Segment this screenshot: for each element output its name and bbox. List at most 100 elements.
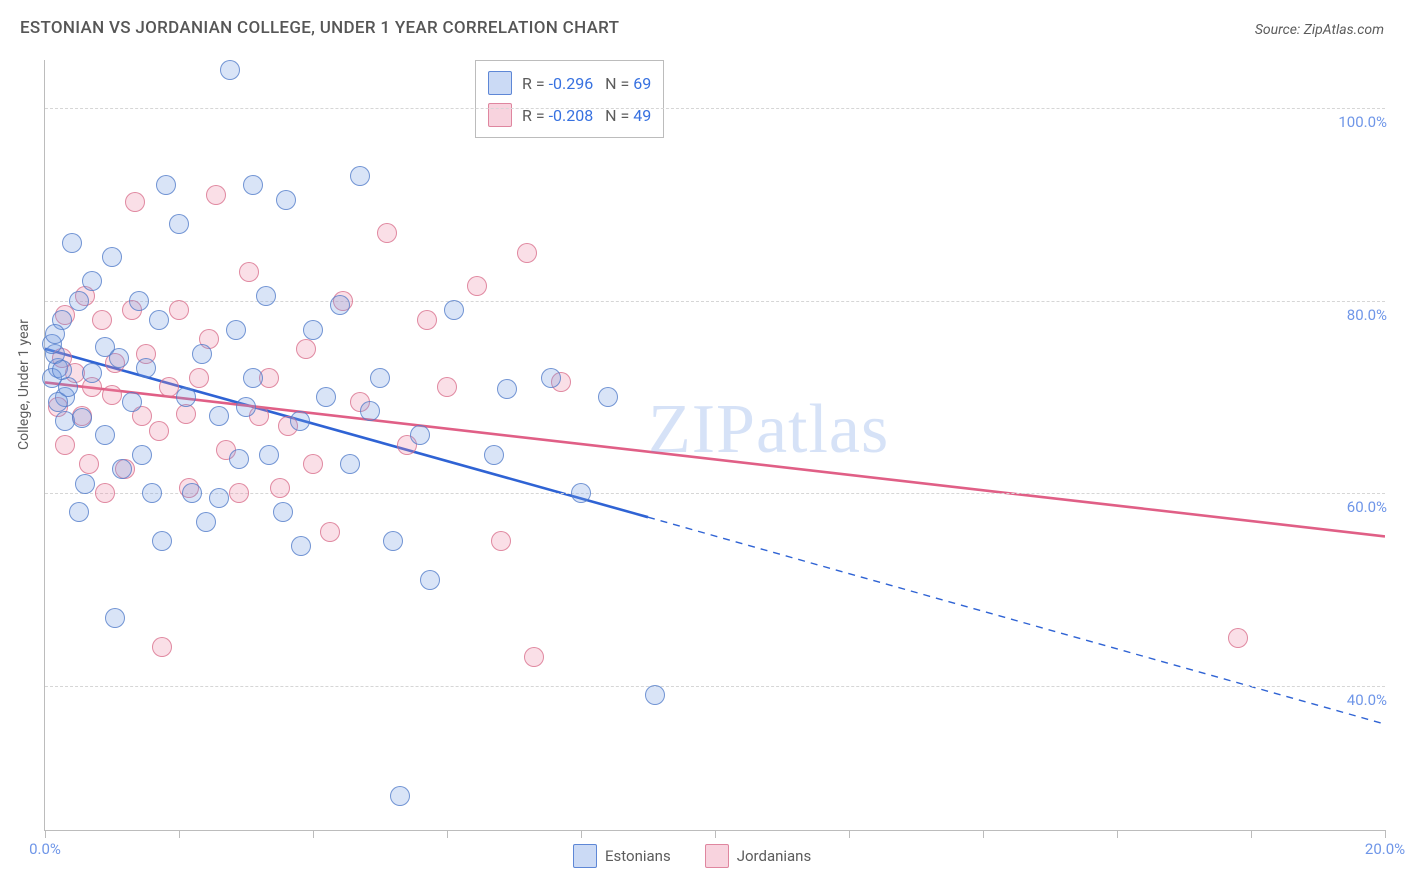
data-point: [129, 291, 149, 311]
data-point: [236, 397, 256, 417]
data-point: [484, 445, 504, 465]
data-point: [95, 425, 115, 445]
data-point: [259, 445, 279, 465]
data-point: [417, 310, 437, 330]
data-point: [239, 262, 259, 282]
legend-stats: R = -0.296 N = 69: [522, 74, 651, 93]
scatter-plot: ZIPatlas R = -0.296 N = 69R = -0.208 N =…: [44, 60, 1385, 831]
data-point: [45, 324, 65, 344]
data-point: [122, 392, 142, 412]
chart-title: ESTONIAN VS JORDANIAN COLLEGE, UNDER 1 Y…: [20, 18, 619, 38]
data-point: [226, 320, 246, 340]
data-point: [109, 348, 129, 368]
data-point: [209, 406, 229, 426]
data-point: [102, 247, 122, 267]
series-legend: Estonians Jordanians: [573, 844, 811, 868]
legend-swatch: [488, 103, 512, 127]
data-point: [152, 637, 172, 657]
data-point: [296, 339, 316, 359]
data-point: [598, 387, 618, 407]
data-point: [149, 421, 169, 441]
data-point: [330, 295, 350, 315]
data-point: [105, 608, 125, 628]
data-point: [62, 233, 82, 253]
data-point: [243, 368, 263, 388]
data-point: [206, 185, 226, 205]
data-point: [142, 483, 162, 503]
trend-lines: [45, 60, 1385, 830]
legend-swatch: [573, 844, 597, 868]
data-point: [350, 166, 370, 186]
data-point: [303, 454, 323, 474]
legend-item: Jordanians: [705, 844, 812, 868]
data-point: [75, 474, 95, 494]
data-point: [340, 454, 360, 474]
data-point: [444, 300, 464, 320]
x-tick: [447, 830, 448, 838]
data-point: [152, 531, 172, 551]
x-tick: [849, 830, 850, 838]
data-point: [491, 531, 511, 551]
legend-label: Jordanians: [737, 847, 812, 865]
data-point: [196, 512, 216, 532]
data-point: [189, 368, 209, 388]
x-label: 0.0%: [29, 840, 61, 858]
data-point: [220, 60, 240, 80]
data-point: [82, 363, 102, 383]
data-point: [79, 454, 99, 474]
data-point: [276, 190, 296, 210]
data-point: [273, 502, 293, 522]
x-tick: [45, 830, 46, 838]
data-point: [291, 536, 311, 556]
data-point: [176, 387, 196, 407]
data-point: [243, 175, 263, 195]
data-point: [72, 408, 92, 428]
x-tick: [983, 830, 984, 838]
data-point: [169, 300, 189, 320]
x-label: 20.0%: [1365, 840, 1405, 858]
x-tick: [581, 830, 582, 838]
data-point: [524, 647, 544, 667]
x-tick: [179, 830, 180, 838]
data-point: [390, 786, 410, 806]
legend-swatch: [705, 844, 729, 868]
data-point: [209, 488, 229, 508]
data-point: [169, 214, 189, 234]
data-point: [303, 320, 323, 340]
data-point: [69, 291, 89, 311]
data-point: [176, 404, 196, 424]
data-point: [420, 570, 440, 590]
data-point: [541, 368, 561, 388]
data-point: [82, 271, 102, 291]
data-point: [571, 483, 591, 503]
data-point: [1228, 628, 1248, 648]
gridline: [45, 301, 1385, 302]
data-point: [320, 522, 340, 542]
data-point: [437, 377, 457, 397]
data-point: [377, 223, 397, 243]
data-point: [69, 502, 89, 522]
x-tick: [1251, 830, 1252, 838]
data-point: [229, 449, 249, 469]
data-point: [467, 276, 487, 296]
data-point: [360, 401, 380, 421]
y-axis-label: College, Under 1 year: [16, 319, 32, 450]
source-text: Source: ZipAtlas.com: [1255, 22, 1384, 38]
data-point: [136, 358, 156, 378]
legend-label: Estonians: [605, 847, 671, 865]
data-point: [645, 685, 665, 705]
data-point: [229, 483, 249, 503]
data-point: [370, 368, 390, 388]
x-tick: [1385, 830, 1386, 838]
data-point: [156, 175, 176, 195]
data-point: [192, 344, 212, 364]
data-point: [132, 445, 152, 465]
x-tick: [313, 830, 314, 838]
data-point: [149, 310, 169, 330]
data-point: [182, 483, 202, 503]
data-point: [290, 411, 310, 431]
data-point: [55, 435, 75, 455]
correlation-legend: R = -0.296 N = 69R = -0.208 N = 49: [475, 60, 664, 138]
legend-swatch: [488, 71, 512, 95]
data-point: [316, 387, 336, 407]
